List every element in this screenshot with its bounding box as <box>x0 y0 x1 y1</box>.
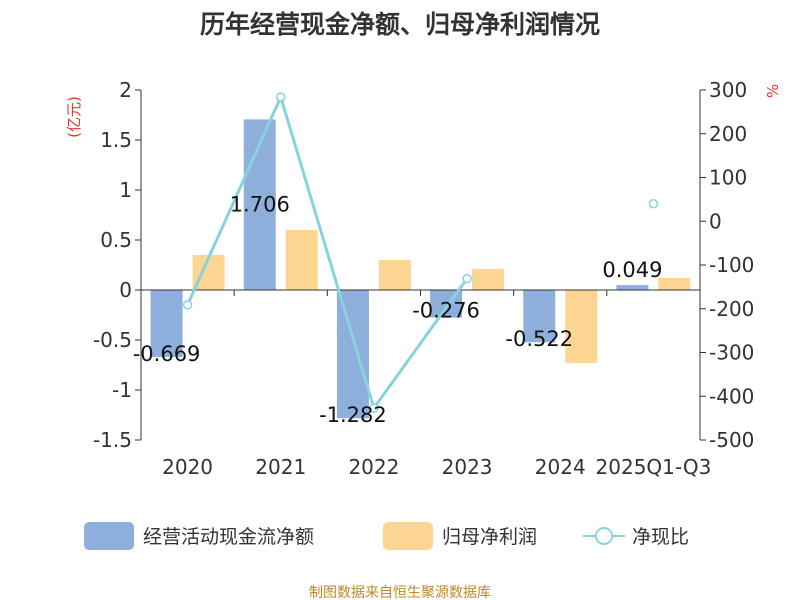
bar-net-profit-2022 <box>378 260 411 290</box>
legend-swatch-operating-cash <box>84 522 134 550</box>
ratio-point-2025Q1-Q3 <box>648 199 659 209</box>
category-label-2021: 2021 <box>255 455 306 479</box>
data-label-2025Q1-Q3: 0.049 <box>602 258 662 282</box>
category-label-2023: 2023 <box>442 455 493 479</box>
right-tick-label: -200 <box>709 297 754 321</box>
data-label-2022: -1.282 <box>319 403 387 427</box>
bar-operating-cash-2024 <box>523 290 556 343</box>
ratio-point-2022 <box>369 403 379 413</box>
right-tick-label: -300 <box>709 341 754 365</box>
category-label-2020: 2020 <box>162 455 213 479</box>
left-tick-label: -0.5 <box>93 328 132 352</box>
legend-marker-ratio <box>595 527 613 545</box>
data-label-2024: -0.522 <box>505 327 573 351</box>
bar-net-profit-2023 <box>472 269 505 290</box>
left-tick-label: 1 <box>119 178 132 202</box>
chart-title: 历年经营现金净额、归母净利润情况 <box>200 10 600 39</box>
legend-label-ratio: 净现比 <box>632 526 689 548</box>
source-note: 制图数据来自恒生聚源数据库 <box>309 585 491 600</box>
left-tick-label: 1.5 <box>100 128 132 152</box>
legend-label-net-profit: 归母净利润 <box>442 526 537 548</box>
data-label-2023: -0.276 <box>412 299 480 323</box>
data-label-2020: -0.669 <box>133 342 201 366</box>
left-tick-label: 2 <box>119 78 132 102</box>
category-label-2022: 2022 <box>348 455 399 479</box>
ratio-point-2020 <box>182 300 193 310</box>
right-tick-label: -100 <box>709 253 754 277</box>
right-tick-label: -500 <box>709 428 754 452</box>
ratio-point-2021 <box>276 92 286 102</box>
bar-operating-cash-2020 <box>150 290 183 357</box>
bar-operating-cash-2021 <box>243 119 276 291</box>
right-tick-label: -400 <box>709 384 754 408</box>
left-tick-label: 0.5 <box>100 228 132 252</box>
data-label-2021: 1.706 <box>230 192 290 216</box>
bar-net-profit-2021 <box>285 230 318 290</box>
right-tick-label: 0 <box>709 209 722 233</box>
right-tick-label: 300 <box>709 78 747 102</box>
right-tick-label: 200 <box>709 122 747 146</box>
right-tick-label: 100 <box>709 166 747 190</box>
bar-net-profit-2024 <box>565 290 598 363</box>
ratio-point-2023 <box>462 273 472 284</box>
right-axis-unit: % <box>764 84 782 98</box>
bar-net-profit-2025Q1-Q3 <box>658 278 691 290</box>
legend: 经营活动现金流净额 归母净利润 净现比 <box>84 522 689 550</box>
left-tick-label: -1 <box>112 378 132 402</box>
legend-swatch-net-profit <box>383 522 433 550</box>
category-label-2024: 2024 <box>535 455 586 479</box>
legend-label-operating-cash: 经营活动现金流净额 <box>143 526 314 548</box>
plot-area: 2 1.5 1 0.5 0 -0.5 -1 -1.5 300 200 100 0 -100 -200 -30… <box>93 78 754 479</box>
bar-operating-cash-2025Q1-Q3 <box>616 285 649 290</box>
category-label-2025Q1-Q3: 2025Q1-Q3 <box>596 455 712 479</box>
bar-operating-cash-2022 <box>336 290 369 419</box>
left-tick-label: 0 <box>119 278 132 302</box>
ratio-line <box>186 92 469 412</box>
left-tick-label: -1.5 <box>93 428 132 452</box>
left-axis-unit: (亿元) <box>65 96 83 138</box>
